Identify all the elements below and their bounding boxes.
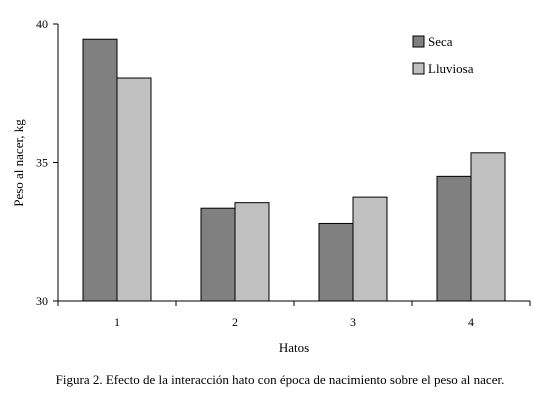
bar-seca-2 bbox=[200, 207, 236, 302]
legend-label: Lluviosa bbox=[428, 61, 474, 76]
y-tick-label: 40 bbox=[36, 17, 48, 31]
y-axis-label: Peso al nacer, kg bbox=[11, 119, 26, 207]
bar-seca-3 bbox=[318, 222, 354, 302]
x-axis-label: Hatos bbox=[279, 340, 309, 355]
figure-caption: Figura 2. Efecto de la interacción hato … bbox=[55, 372, 505, 387]
legend-label: Seca bbox=[428, 34, 453, 49]
x-tick-label: 2 bbox=[232, 315, 238, 329]
legend: Seca Lluviosa bbox=[412, 34, 474, 76]
bar-seca-1 bbox=[82, 38, 118, 302]
legend-swatch bbox=[412, 62, 425, 75]
legend-swatch bbox=[412, 35, 425, 48]
bar-lluviosa-1 bbox=[116, 77, 152, 302]
bar-lluviosa-4 bbox=[470, 152, 506, 302]
x-tick-label: 1 bbox=[114, 315, 120, 329]
bar-seca-4 bbox=[436, 175, 472, 302]
y-tick-label: 30 bbox=[36, 294, 48, 308]
bar-lluviosa-2 bbox=[234, 202, 270, 302]
x-ticks-group: 1 2 3 4 bbox=[57, 301, 531, 329]
y-tick-label: 35 bbox=[36, 156, 48, 170]
bar-lluviosa-3 bbox=[352, 196, 388, 302]
bars-group bbox=[82, 38, 506, 302]
bar-chart: 30 35 40 1 2 3 4 Peso al nacer, kg Hatos Seca… bbox=[11, 17, 531, 355]
x-tick-label: 3 bbox=[350, 315, 356, 329]
x-tick-label: 4 bbox=[468, 315, 474, 329]
y-ticks-group: 30 35 40 bbox=[36, 17, 58, 308]
